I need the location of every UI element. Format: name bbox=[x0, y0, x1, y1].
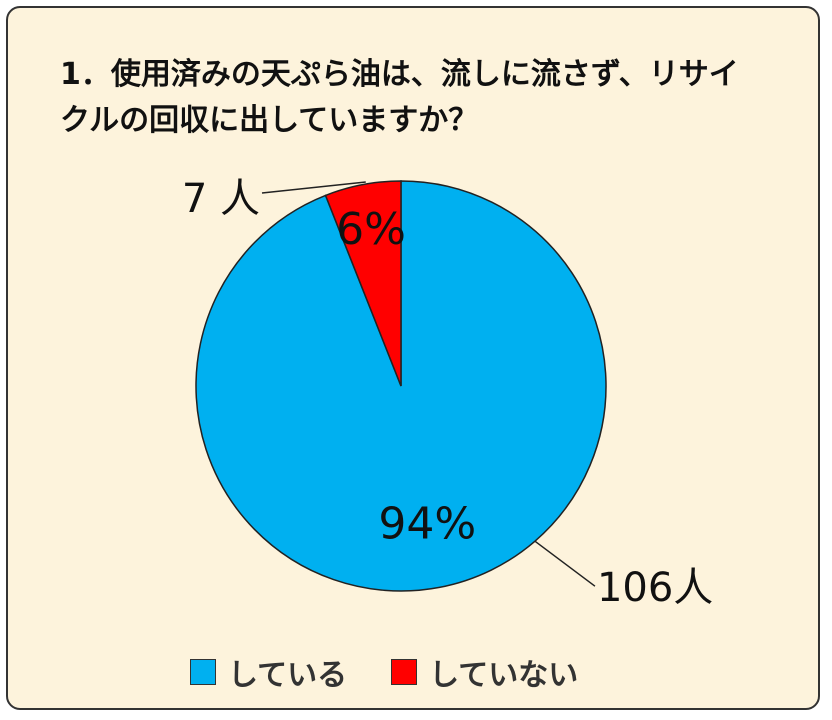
legend-item-shiteinai: していない bbox=[391, 650, 578, 694]
legend-item-shiteiru: している bbox=[190, 650, 347, 694]
leader-lines bbox=[261, 181, 596, 587]
pie-slice-shiteinai bbox=[324, 180, 402, 387]
pie-slices bbox=[195, 180, 607, 592]
percent-label-shiteiru: 94% bbox=[378, 499, 476, 550]
chart-title: 1．使用済みの天ぷら油は、流しに流さず、リサイクルの回収に出していますか？ bbox=[60, 57, 739, 138]
leader-line-shiteinai bbox=[261, 181, 366, 194]
percent-label-shiteinai: 6% bbox=[336, 204, 406, 255]
legend-label-shiteiru: している bbox=[228, 658, 348, 693]
count-label-shiteinai: 7 人 bbox=[182, 176, 260, 222]
leader-line-shiteiru bbox=[534, 540, 596, 587]
legend-swatch-shiteinai bbox=[391, 659, 418, 685]
legend-swatch-shiteiru bbox=[190, 659, 216, 685]
count-label-shiteiru: 106人 bbox=[597, 565, 713, 611]
legend-label-shiteinai: していない bbox=[429, 658, 579, 693]
legend: している していない bbox=[190, 650, 578, 694]
